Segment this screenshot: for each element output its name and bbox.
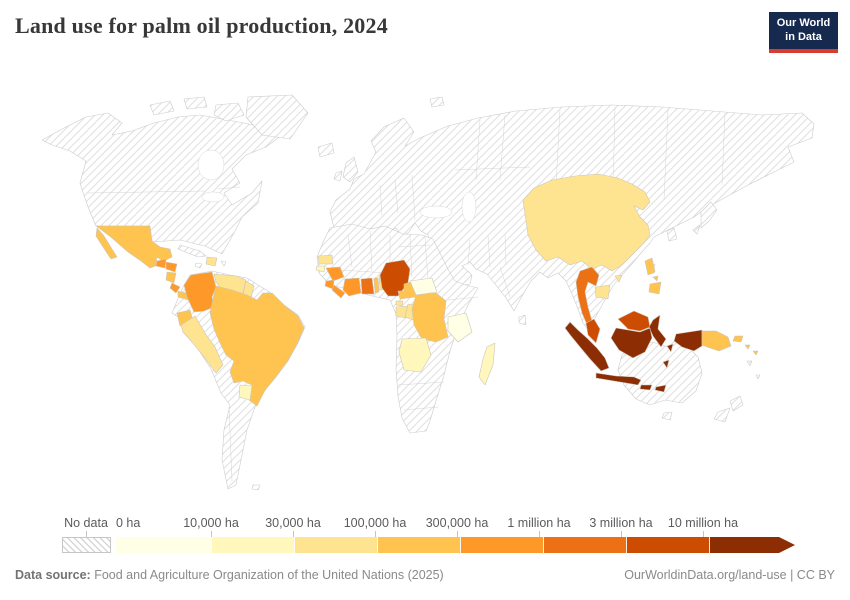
page-title: Land use for palm oil production, 2024 (15, 13, 388, 38)
borders-east-south-africa (397, 296, 479, 411)
country-togo[interactable] (373, 277, 380, 294)
country-guinea-bissau[interactable] (315, 265, 326, 273)
legend-tick-label: 30,000 ha (265, 516, 321, 530)
map-legend: No data 0 ha 10,000 ha 30,000 ha 100,000 ha… (0, 505, 850, 557)
great-lakes (201, 191, 225, 203)
country-senegal[interactable] (317, 254, 334, 265)
region-arctic-islands-nodata[interactable] (149, 96, 245, 122)
country-drc[interactable] (411, 292, 449, 343)
country-ghana[interactable] (360, 277, 375, 295)
hudson-bay (197, 149, 225, 181)
country-mexico[interactable] (95, 225, 173, 269)
owid-logo-line1: Our World (776, 17, 831, 30)
legend-no-data-swatch[interactable] (62, 537, 111, 553)
region-british-isles-nodata[interactable] (333, 156, 359, 183)
country-thailand[interactable] (575, 266, 600, 328)
borders-europe (379, 174, 416, 221)
region-north-america-nodata[interactable] (41, 112, 283, 255)
legend-bin-1[interactable] (211, 537, 294, 553)
country-paraguay[interactable] (238, 384, 253, 401)
country-guinea[interactable] (325, 266, 345, 282)
region-falklands-nodata[interactable] (251, 484, 261, 491)
legend-tick-mark (375, 531, 376, 537)
black-sea (419, 205, 453, 219)
country-nicaragua[interactable] (165, 271, 177, 284)
country-angola[interactable] (398, 337, 432, 373)
country-cote-divoire[interactable] (342, 277, 362, 297)
region-iceland-nodata[interactable] (317, 142, 335, 158)
country-guatemala[interactable] (155, 258, 167, 269)
country-cambodia[interactable] (594, 284, 611, 300)
legend-no-data-tick (86, 531, 87, 537)
caspian-sea (461, 191, 477, 223)
legend-tick-mark (293, 531, 294, 537)
footer-source-label: Data source: (15, 568, 91, 582)
region-caribbean-nodata[interactable] (177, 244, 227, 269)
legend-bin-3[interactable] (377, 537, 460, 553)
borders-middle-east (467, 234, 511, 298)
legend-tick-label: 3 million ha (589, 516, 653, 530)
country-madagascar[interactable] (478, 342, 496, 386)
region-greenland-nodata[interactable] (245, 94, 309, 140)
footer-link[interactable]: OurWorldinData.org/land-use | CC BY (624, 568, 835, 582)
legend-bin-5[interactable] (543, 537, 626, 553)
world-map (0, 85, 850, 500)
legend-no-data-label: No data (64, 516, 108, 530)
country-philippines[interactable] (644, 257, 662, 295)
legend-tick-mark (457, 531, 458, 537)
country-brazil[interactable] (209, 285, 305, 407)
footer-source: Data source: Food and Agriculture Organi… (15, 568, 444, 582)
legend-bin-7[interactable] (709, 537, 795, 553)
country-colombia[interactable] (183, 271, 217, 313)
borders-central-asia (454, 106, 726, 201)
legend-tick-mark (621, 531, 622, 537)
legend-tick-label: 0 ha (116, 516, 141, 530)
country-gabon[interactable] (395, 305, 409, 319)
region-new-zealand-nodata[interactable] (713, 395, 744, 423)
country-liberia[interactable] (331, 284, 346, 299)
country-solomon-islands[interactable] (744, 344, 759, 356)
legend-tick-label: 10,000 ha (183, 516, 239, 530)
border-us-canada (87, 186, 241, 194)
region-pacific-islands-nodata[interactable] (429, 96, 761, 380)
legend-bin-4[interactable] (460, 537, 543, 553)
country-central-african-republic[interactable] (409, 277, 438, 296)
legend-tick-label: 100,000 ha (343, 516, 407, 530)
legend-tick-mark (703, 531, 704, 537)
country-peru[interactable] (180, 315, 224, 374)
region-japan-korea-nodata[interactable] (648, 201, 718, 275)
legend-bar (116, 537, 795, 553)
owid-logo[interactable]: Our World in Data (769, 12, 838, 53)
borders-north-africa (339, 230, 431, 282)
footer-source-text: Food and Agriculture Organization of the… (90, 568, 444, 582)
legend-tick-label: 1 million ha (507, 516, 571, 530)
legend-bin-2[interactable] (294, 537, 377, 553)
footer: Data source: Food and Agriculture Organi… (15, 568, 835, 582)
legend-bin-6[interactable] (626, 537, 709, 553)
region-sri-lanka-nodata[interactable] (518, 314, 527, 326)
country-equatorial-guinea[interactable] (395, 300, 404, 307)
legend-tick-label: 10 million ha (667, 516, 739, 530)
country-costa-rica[interactable] (169, 282, 181, 294)
country-tanzania[interactable] (447, 312, 473, 343)
legend-bin-0[interactable] (116, 537, 211, 553)
country-indonesia[interactable] (564, 314, 703, 393)
legend-tick-mark (539, 531, 540, 537)
country-china[interactable] (522, 173, 651, 283)
country-honduras[interactable] (165, 261, 178, 273)
legend-tick-mark (211, 531, 212, 537)
owid-logo-line2: in Data (785, 30, 822, 43)
legend-tick-label: 300,000 ha (425, 516, 489, 530)
country-papua-new-guinea[interactable] (701, 330, 744, 352)
country-dominican-republic[interactable] (205, 256, 218, 267)
border-argentina-chile (228, 406, 233, 482)
country-nigeria[interactable] (379, 259, 411, 297)
